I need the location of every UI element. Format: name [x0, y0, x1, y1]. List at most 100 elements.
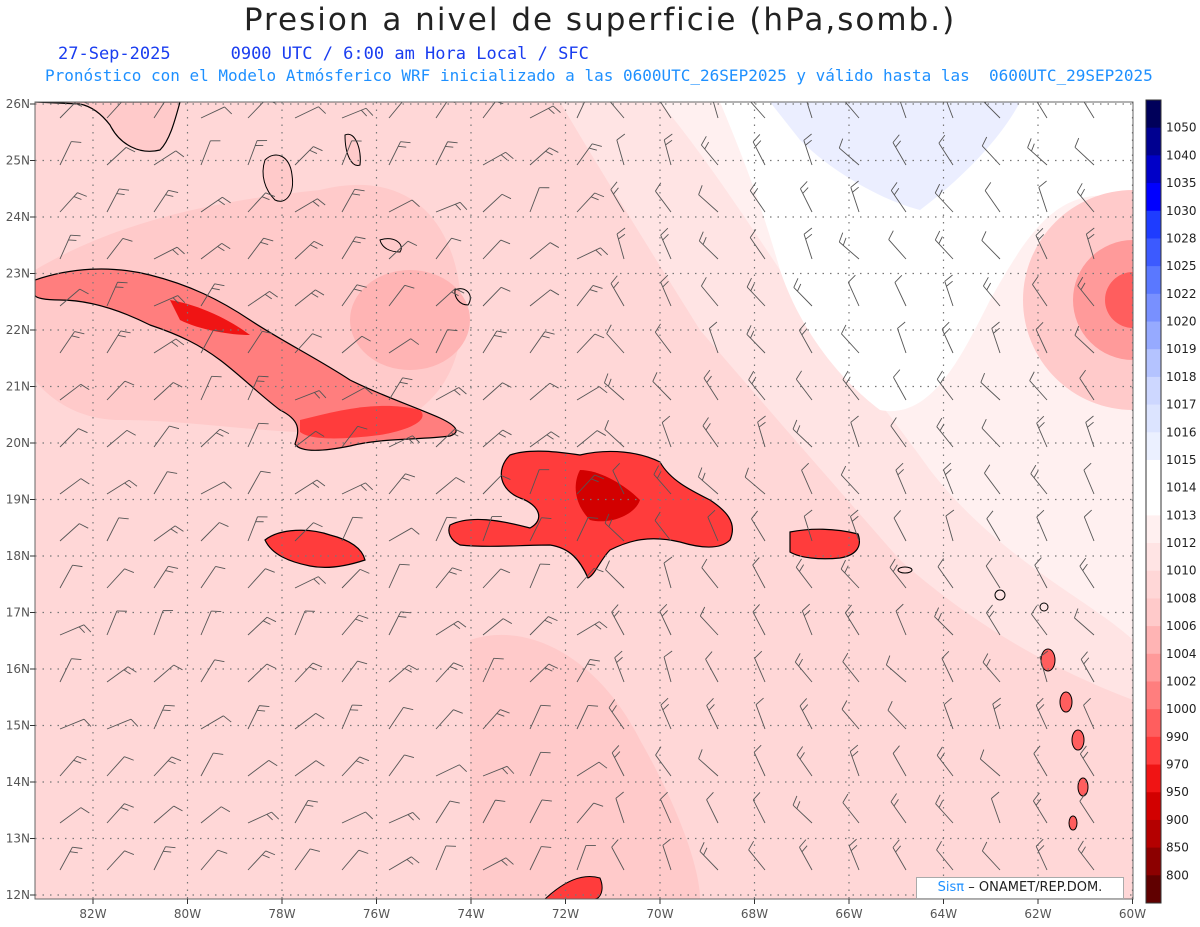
wind-barb: [482, 765, 515, 777]
wind-barb: [482, 618, 513, 636]
wind-barb: [796, 746, 813, 777]
wind-barb: [200, 329, 224, 354]
wind-barb: [482, 382, 512, 401]
wind-barb: [247, 663, 277, 683]
wind-barb: [59, 192, 87, 213]
wind-barb: [59, 624, 92, 636]
wind-barb: [388, 199, 420, 213]
wind-barb: [153, 565, 179, 589]
wind-barb: [294, 760, 325, 777]
wind-barb: [892, 745, 907, 777]
wind-barb: [609, 102, 625, 119]
map-field: [35, 102, 1133, 899]
wind-barb: [200, 375, 222, 401]
wind-barb: [1077, 276, 1095, 307]
colorbar-label: 1035: [1166, 176, 1197, 190]
wind-barb: [1079, 557, 1095, 589]
wind-barb: [247, 811, 280, 824]
pressure-region-1014: [720, 102, 1133, 412]
lon-tick-label: 72W: [552, 907, 579, 921]
colorbar-swatch: [1146, 598, 1161, 627]
wind-barb: [838, 232, 860, 260]
wind-barb: [659, 603, 672, 636]
colorbar-swatch: [1146, 515, 1161, 544]
wind-barb: [701, 277, 719, 307]
colorbar-label: 1017: [1166, 398, 1197, 412]
colorbar-label: 1006: [1166, 619, 1197, 633]
wind-barb: [153, 189, 179, 213]
wind-barb: [482, 102, 504, 119]
wind-barb: [698, 749, 719, 777]
colorbar-swatch: [1146, 681, 1161, 710]
wind-barb: [749, 182, 766, 213]
colorbar-swatch: [1146, 321, 1161, 350]
wind-barb: [341, 660, 368, 683]
wind-barb: [247, 705, 270, 730]
wind-barb: [435, 329, 458, 354]
wind-barb: [981, 136, 1001, 166]
wind-barb: [1039, 650, 1049, 683]
wind-barb: [247, 470, 271, 495]
wind-barb: [576, 802, 604, 824]
wind-barb: [529, 751, 551, 777]
wind-barb: [840, 559, 860, 589]
wind-barb: [482, 429, 512, 448]
wind-barb: [294, 712, 325, 730]
long-island: [379, 238, 402, 253]
wind-barb: [200, 140, 221, 166]
wind-barb: [388, 473, 416, 495]
map-title: Presion a nivel de superficie (hPa,somb.…: [243, 2, 957, 38]
wind-barb: [247, 330, 273, 354]
wind-barb: [850, 415, 860, 448]
wind-barb: [106, 479, 138, 495]
wind-barb: [529, 704, 551, 730]
wind-barb: [106, 188, 130, 213]
wind-barb: [1030, 464, 1048, 495]
wind-barb: [608, 699, 625, 730]
lat-tick-label: 17N: [6, 606, 30, 620]
wind-barb: [703, 369, 719, 401]
wind-barb: [800, 181, 813, 213]
colorbar-label: 950: [1166, 785, 1189, 799]
colorbar-label: 1030: [1166, 204, 1197, 218]
wind-barb: [106, 666, 137, 683]
colorbar-label: 1040: [1166, 148, 1197, 162]
wind-barb: [803, 509, 813, 542]
wind-barb: [661, 415, 672, 448]
wind-barb: [1032, 792, 1048, 824]
colorbar-swatch: [1146, 543, 1161, 572]
wind-barb: [200, 283, 225, 307]
wind-barb: [341, 387, 373, 401]
wind-barb: [106, 718, 139, 730]
wind-barb: [894, 274, 907, 307]
wind-barb: [895, 603, 907, 636]
wind-barb: [748, 840, 766, 871]
wind-barb: [247, 237, 274, 260]
guajira-coast: [544, 876, 603, 899]
wind-barb: [529, 663, 559, 683]
wind-barb: [388, 240, 418, 260]
wind-barb: [984, 182, 1001, 213]
wind-barb: [847, 274, 860, 307]
wind-barb: [59, 102, 88, 119]
wind-barb: [750, 102, 766, 119]
wind-barb: [200, 428, 230, 448]
wind-barb: [341, 482, 374, 495]
wind-barb: [106, 568, 135, 589]
wind-barb: [1083, 509, 1095, 542]
wind-barb: [247, 850, 276, 871]
wind-barb: [895, 462, 907, 495]
wind-barb: [529, 331, 555, 354]
wind-barb: [1076, 183, 1095, 213]
andros-island: [262, 154, 294, 202]
forecast-date: 27-Sep-2025: [58, 44, 171, 64]
colorbar-label: 900: [1166, 813, 1189, 827]
colorbar-label: 1050: [1166, 121, 1197, 135]
st-kitts-island: [994, 589, 1006, 601]
wind-barb: [435, 141, 458, 166]
wind-barb: [388, 527, 420, 542]
wind-barb: [1035, 321, 1048, 354]
wind-barb: [708, 321, 719, 354]
wind-barb: [59, 141, 82, 166]
wind-barb: [842, 652, 860, 683]
